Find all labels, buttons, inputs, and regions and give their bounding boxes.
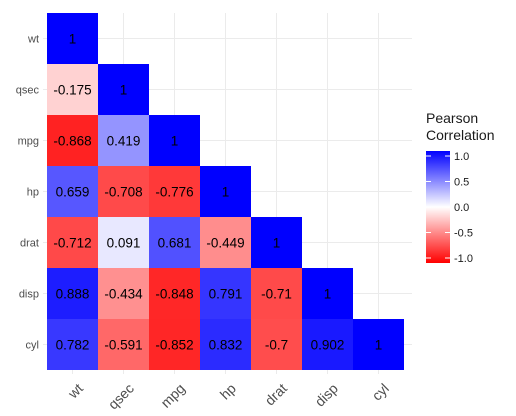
cell-label-qsec-cyl: -0.591 <box>104 338 142 353</box>
heatmap-cell-qsec-qsec <box>98 64 149 115</box>
cell-label-drat-disp: -0.71 <box>261 287 292 302</box>
x-tick-drat: drat <box>262 380 290 408</box>
heatmap-cell-drat-disp <box>251 268 302 319</box>
x-tick-mpg: mpg <box>157 380 188 411</box>
y-tick-hp: hp <box>27 187 39 199</box>
legend-tick-label: -0.5 <box>454 228 473 240</box>
heatmap-cells <box>47 13 404 370</box>
legend-tick-label: 1.0 <box>454 151 469 163</box>
heatmap-cell-mpg-mpg <box>149 115 200 166</box>
cell-label-drat-cyl: -0.7 <box>265 338 288 353</box>
x-tick-qsec: qsec <box>105 380 137 412</box>
x-tick-wt: wt <box>64 380 86 402</box>
y-tick-wt: wt <box>27 34 39 46</box>
heatmap-cell-wt-qsec <box>47 64 98 115</box>
cell-label-wt-wt: 1 <box>69 32 77 47</box>
heatmap-cell-qsec-disp <box>98 268 149 319</box>
cell-label-drat-drat: 1 <box>273 236 281 251</box>
cell-label-wt-qsec: -0.175 <box>53 83 91 98</box>
cell-label-mpg-drat: 0.681 <box>158 236 192 251</box>
cell-label-wt-drat: -0.712 <box>53 236 91 251</box>
cell-label-wt-disp: 0.888 <box>56 287 90 302</box>
legend-title-line-1: Pearson <box>426 110 478 126</box>
legend-tick-label: 0.5 <box>454 177 469 189</box>
y-tick-mpg: mpg <box>18 136 39 148</box>
heatmap-cell-drat-cyl <box>251 319 302 370</box>
heatmap-cell-qsec-drat <box>98 217 149 268</box>
heatmap-cell-mpg-hp <box>149 166 200 217</box>
legend-tick-label: -1.0 <box>454 253 473 265</box>
x-tick-cyl: cyl <box>369 380 392 403</box>
heatmap-cell-mpg-drat <box>149 217 200 268</box>
heatmap-cell-mpg-cyl <box>149 319 200 370</box>
cell-label-qsec-mpg: 0.419 <box>107 134 141 149</box>
y-tick-disp: disp <box>19 289 39 301</box>
cell-label-disp-cyl: 0.902 <box>311 338 345 353</box>
y-tick-qsec: qsec <box>16 85 40 97</box>
y-axis-tick-labels: wt qsec mpg hp drat disp cyl <box>16 34 40 352</box>
heatmap-cell-wt-disp <box>47 268 98 319</box>
heatmap-cell-drat-drat <box>251 217 302 268</box>
cell-label-mpg-mpg: 1 <box>171 134 179 149</box>
cell-label-qsec-qsec: 1 <box>120 83 128 98</box>
cell-label-hp-cyl: 0.832 <box>209 338 243 353</box>
y-tick-cyl: cyl <box>26 340 39 352</box>
heatmap-cell-hp-disp <box>200 268 251 319</box>
cell-label-wt-hp: 0.659 <box>56 185 90 200</box>
heatmap-cell-wt-mpg <box>47 115 98 166</box>
cell-label-mpg-hp: -0.776 <box>155 185 193 200</box>
legend-tick-label: 0.0 <box>454 202 469 214</box>
x-tick-hp: hp <box>217 380 239 402</box>
cell-label-hp-hp: 1 <box>222 185 230 200</box>
cell-label-wt-cyl: 0.782 <box>56 338 90 353</box>
cell-label-qsec-disp: -0.434 <box>104 287 143 302</box>
heatmap-cell-qsec-cyl <box>98 319 149 370</box>
heatmap-cell-cyl-cyl <box>353 319 404 370</box>
heatmap-cell-disp-cyl <box>302 319 353 370</box>
heatmap-cell-qsec-mpg <box>98 115 149 166</box>
cell-label-mpg-disp: -0.848 <box>155 287 193 302</box>
cell-label-qsec-drat: 0.091 <box>107 236 141 251</box>
x-tick-disp: disp <box>312 380 342 410</box>
y-tick-drat: drat <box>20 238 39 250</box>
color-legend: Pearson Correlation 1.0 0.5 0.0 -0.5 -1.0 <box>426 110 494 265</box>
cell-label-hp-disp: 0.791 <box>209 287 243 302</box>
heatmap-cell-hp-cyl <box>200 319 251 370</box>
x-axis-tick-labels: wt qsec mpg hp drat disp cyl <box>64 380 392 412</box>
legend-title-line-2: Correlation <box>426 127 494 143</box>
heatmap-cell-disp-disp <box>302 268 353 319</box>
cell-label-hp-drat: -0.449 <box>206 236 244 251</box>
heatmap-cell-wt-wt <box>47 13 98 64</box>
cell-label-wt-mpg: -0.868 <box>53 134 91 149</box>
heatmap-cell-hp-drat <box>200 217 251 268</box>
heatmap-cell-mpg-disp <box>149 268 200 319</box>
cell-label-cyl-cyl: 1 <box>375 338 383 353</box>
heatmap-cell-hp-hp <box>200 166 251 217</box>
cell-label-qsec-hp: -0.708 <box>104 185 142 200</box>
heatmap-cell-qsec-hp <box>98 166 149 217</box>
cell-label-disp-disp: 1 <box>324 287 332 302</box>
heatmap-cell-wt-cyl <box>47 319 98 370</box>
heatmap-cell-wt-drat <box>47 217 98 268</box>
heatmap-cell-wt-hp <box>47 166 98 217</box>
cell-value-labels: 1 -0.175 1 -0.868 0.419 1 0.659 -0.708 -0.776 1 -0… <box>53 32 382 353</box>
cell-label-mpg-cyl: -0.852 <box>155 338 193 353</box>
